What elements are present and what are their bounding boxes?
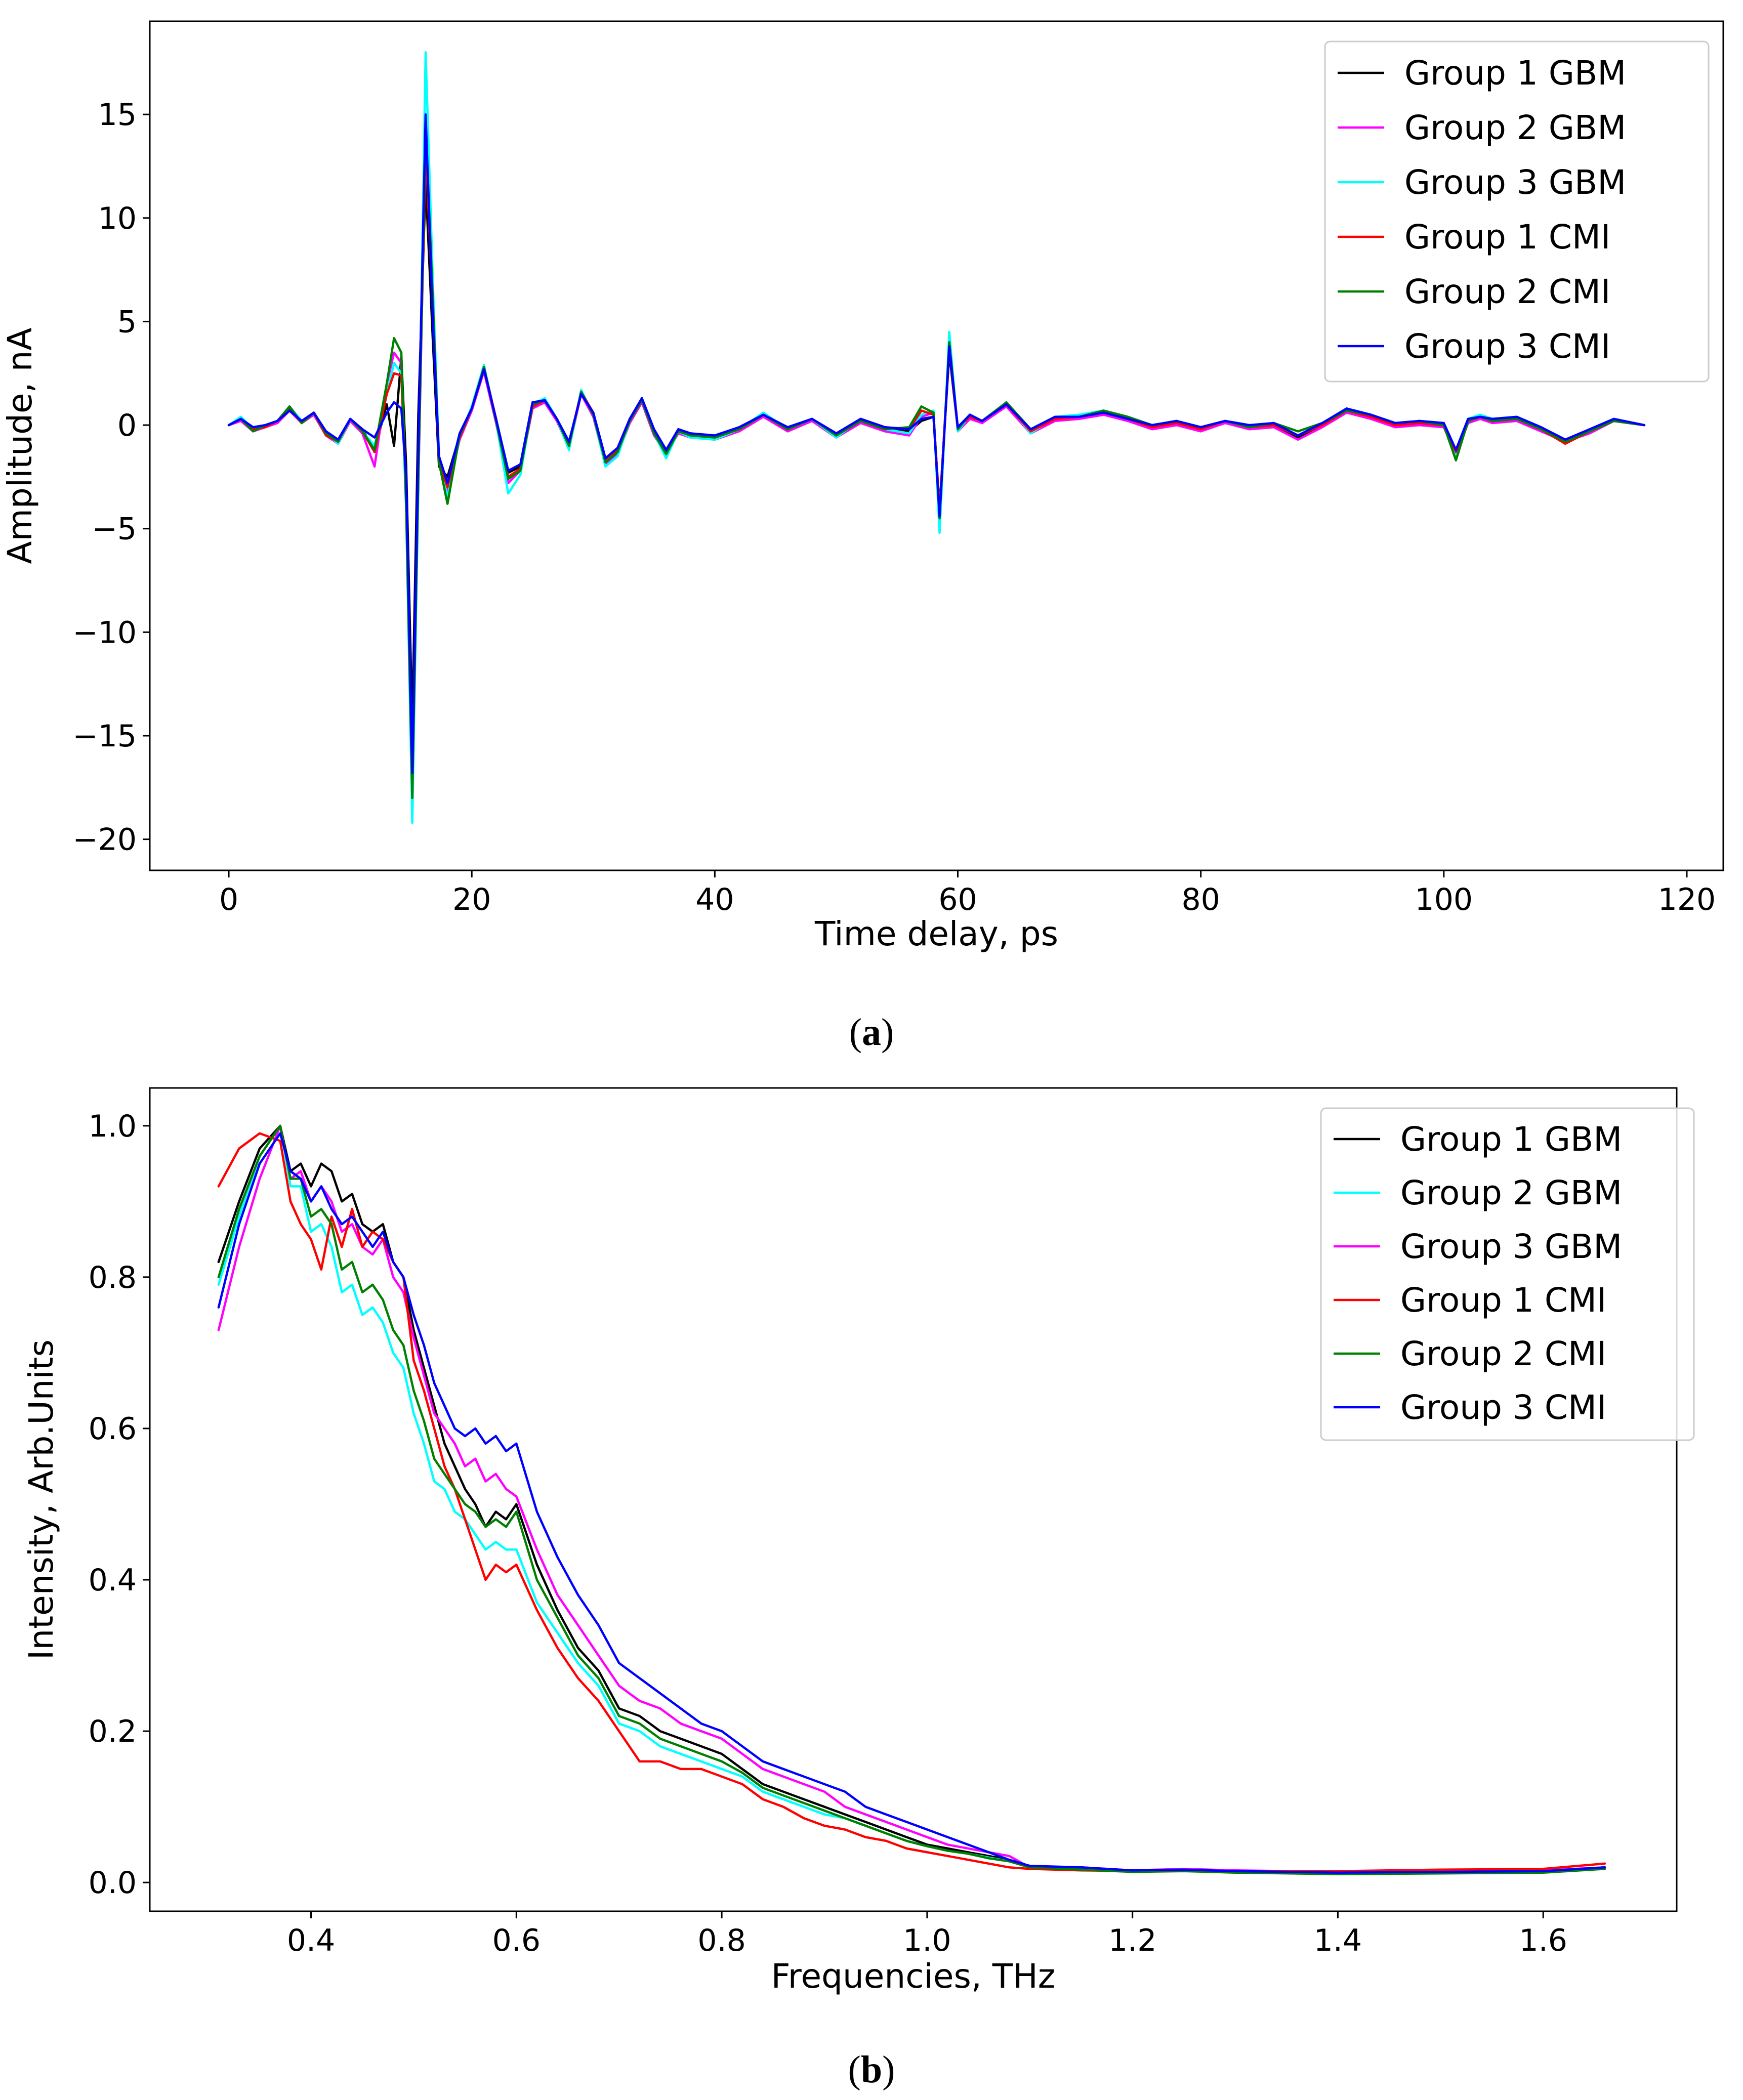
y-tick-label: 15	[98, 97, 137, 133]
x-tick-label: 1.2	[1108, 1923, 1156, 1958]
y-tick-label: −10	[72, 615, 137, 650]
series-line-4	[217, 1132, 1606, 1872]
legend-label: Group 1 CMI	[1400, 1281, 1606, 1320]
x-tick-label: 0	[219, 882, 238, 917]
series-group	[227, 51, 1646, 824]
chart-b: 0.4 0.6 0.8 1.0 1.2 1.4 1.60.00.20.40.60.81.0F…	[22, 1087, 1695, 1996]
x-tick-label: 1.6	[1519, 1923, 1567, 1958]
plot-frame	[149, 20, 1724, 871]
legend-label: Group 1 GBM	[1400, 1120, 1622, 1159]
x-tick-label: 0.6	[492, 1923, 541, 1958]
legend-label: Group 3 GBM	[1404, 163, 1626, 202]
x-tick-label: 0.4	[287, 1923, 335, 1958]
series-group	[217, 1124, 1606, 1875]
x-tick-label: 0.8	[697, 1923, 745, 1958]
y-tick-label: 0.0	[89, 1865, 137, 1901]
x-tick-label: 20	[452, 882, 491, 917]
legend: Group 1 GBM Group 2 GBM Group 3 GBM Group 1…	[1320, 1107, 1695, 1441]
caption-a: (a)	[849, 1011, 894, 1054]
x-tick-label: 120	[1658, 882, 1716, 917]
legend-box	[1320, 1107, 1695, 1441]
y-tick-label: 5	[117, 304, 137, 340]
y-tick-label: −20	[72, 822, 137, 858]
legend-label: Group 3 CMI	[1400, 1388, 1606, 1427]
series-line-6	[227, 113, 1646, 774]
legend-label: Group 1 GBM	[1404, 54, 1626, 93]
plot-frame	[149, 1087, 1678, 1912]
series-line-1	[217, 1124, 1606, 1874]
caption-b: (b)	[848, 2048, 895, 2091]
y-tick-label: −15	[72, 719, 137, 754]
chart-a: 0 20 40 60 80 100 120 −20 −15 −10 −5 0 5 10 15 Time del…	[1, 20, 1724, 953]
y-tick-label: 0.2	[89, 1714, 137, 1749]
legend-label: Group 2 GBM	[1404, 108, 1626, 147]
y-tick-label: 0	[117, 408, 137, 443]
y-tick-label: 0.8	[89, 1260, 137, 1295]
x-tick-label: 1.4	[1314, 1923, 1362, 1958]
legend: Group 1 GBM Group 2 GBM Group 3 GBM Group 1…	[1324, 40, 1710, 383]
y-tick-label: 1.0	[89, 1109, 137, 1144]
legend-box	[1324, 40, 1710, 383]
legend-label: Group 1 CMI	[1404, 218, 1610, 257]
y-tick-label: −5	[92, 512, 137, 547]
legend-label: Group 2 CMI	[1404, 272, 1610, 311]
legend-label: Group 3 CMI	[1404, 327, 1610, 366]
series-line-5	[217, 1124, 1606, 1875]
series-line-6	[217, 1132, 1606, 1874]
x-tick-label: 40	[695, 882, 734, 917]
x-tick-label: 1.0	[903, 1923, 951, 1958]
legend-label: Group 2 CMI	[1400, 1334, 1606, 1373]
x-axis-label: Frequencies, THz	[771, 1957, 1056, 1996]
x-tick-label: 80	[1181, 882, 1220, 917]
y-tick-label: 0.6	[89, 1411, 137, 1447]
y-axis-label: Intensity, Arb.Units	[22, 1339, 61, 1660]
x-tick-label: 60	[938, 882, 977, 917]
legend-label: Group 3 GBM	[1400, 1227, 1622, 1266]
x-tick-label: 100	[1415, 882, 1473, 917]
legend-label: Group 2 GBM	[1400, 1173, 1622, 1212]
y-axis-label: Amplitude, nA	[1, 327, 39, 564]
y-tick-label: 0.4	[89, 1563, 137, 1598]
y-tick-label: 10	[98, 201, 137, 236]
x-axis-label: Time delay, ps	[814, 914, 1058, 953]
